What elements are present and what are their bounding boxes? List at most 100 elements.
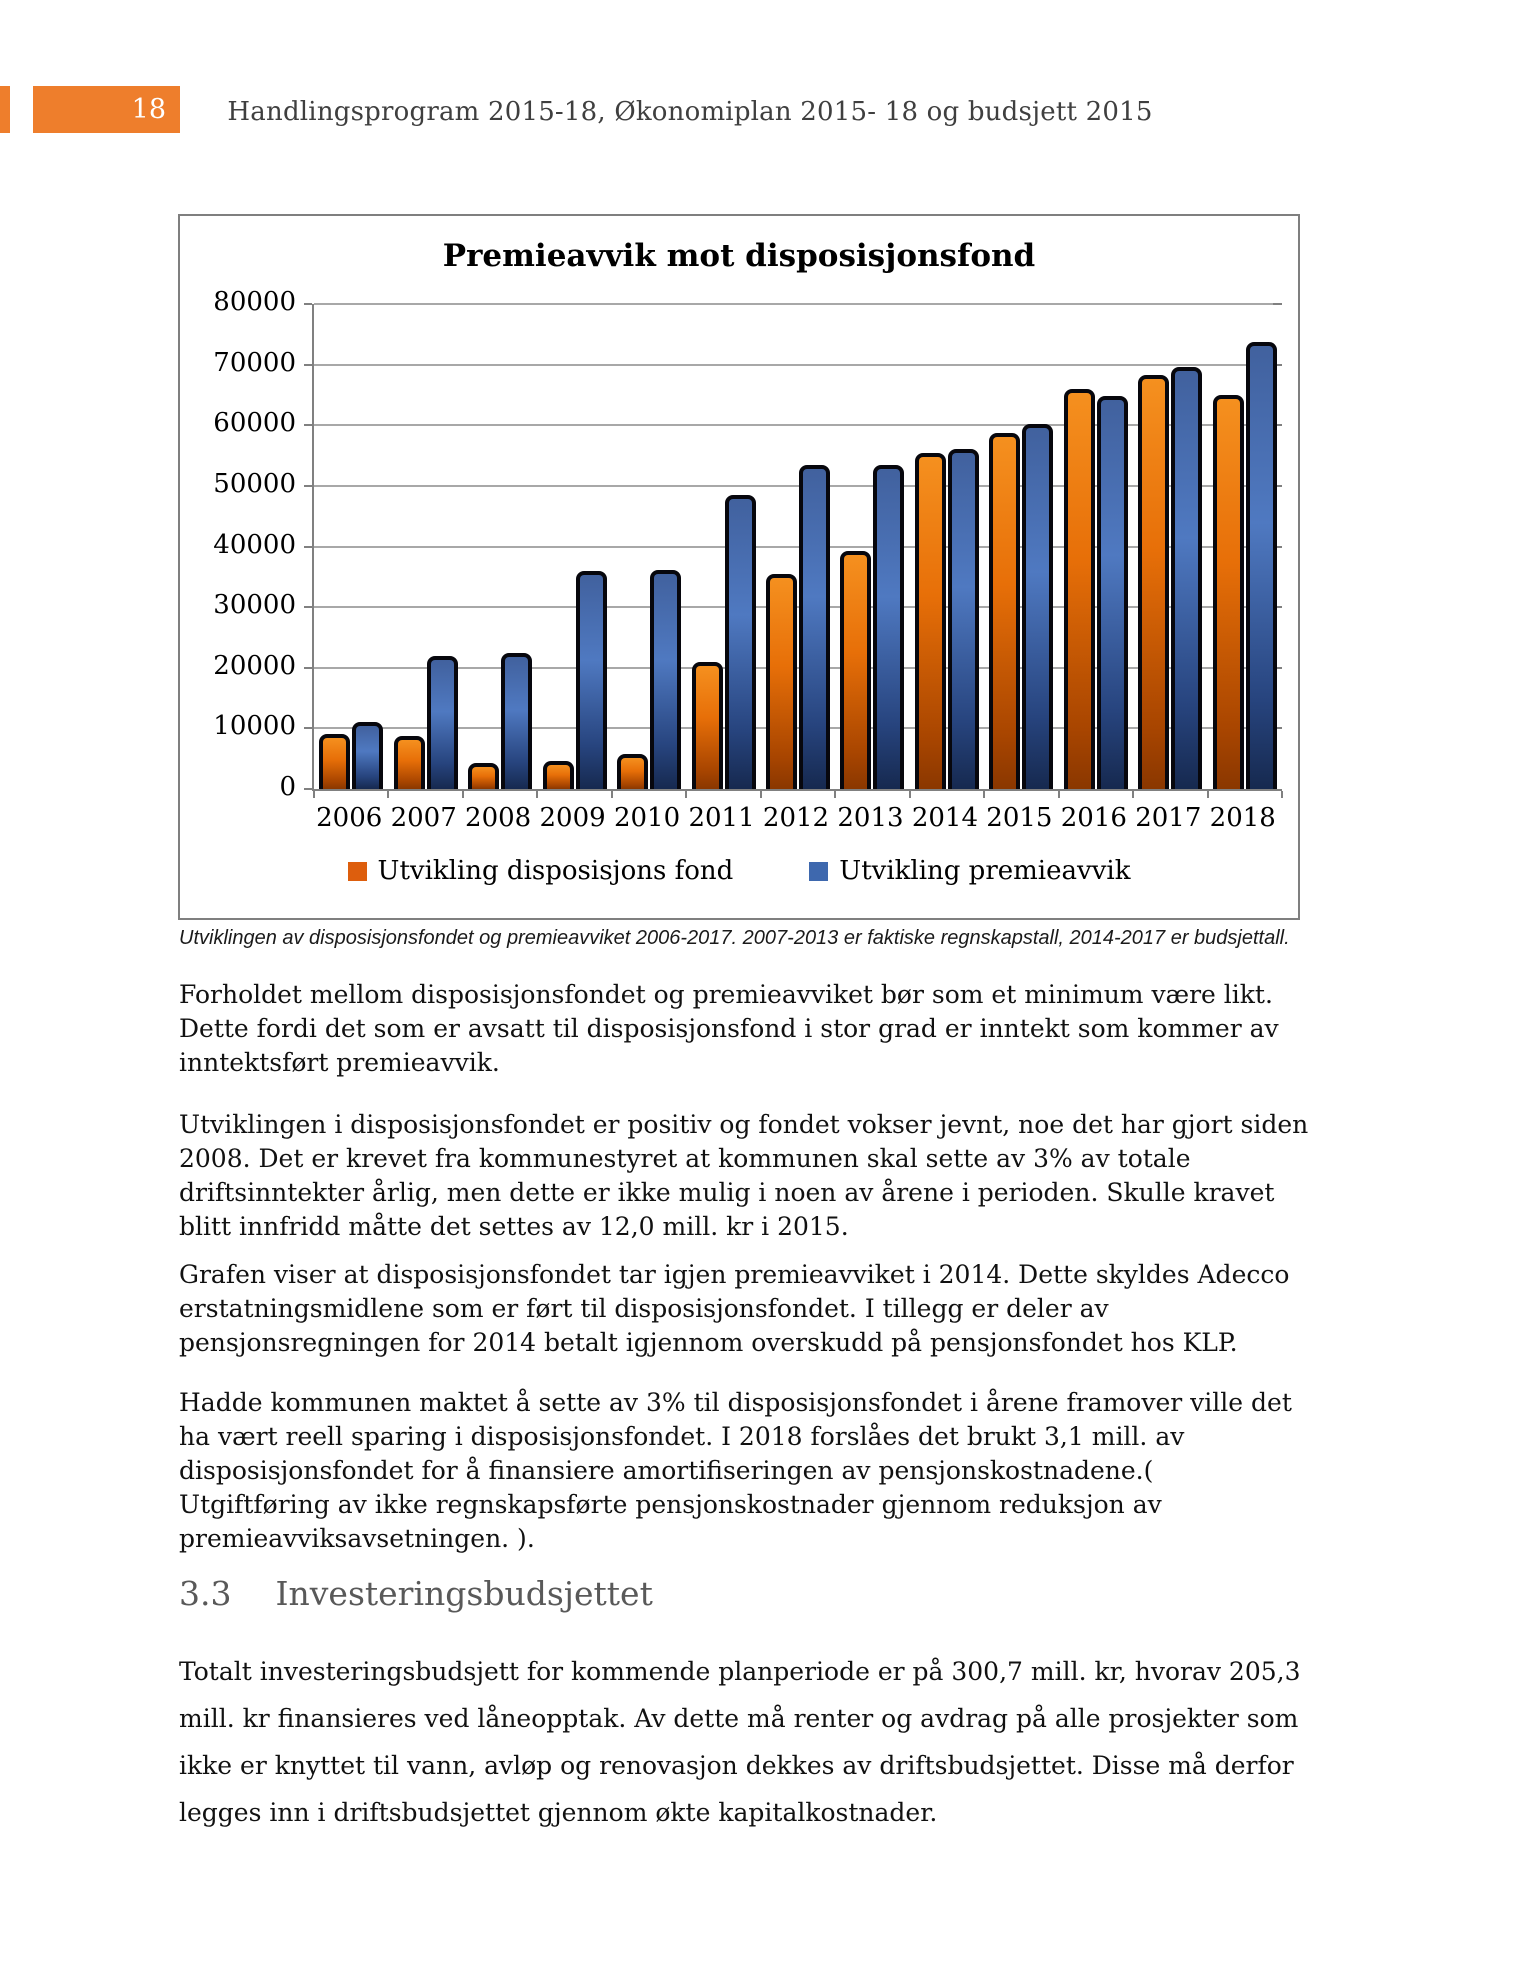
bar-disposisjonsfond-2015 bbox=[989, 433, 1020, 789]
gridline bbox=[314, 727, 1282, 730]
y-axis-tick bbox=[304, 666, 312, 669]
x-axis-tick bbox=[1206, 791, 1209, 798]
right-tick bbox=[1273, 363, 1282, 366]
x-axis-tick bbox=[387, 791, 390, 798]
right-tick bbox=[1273, 303, 1282, 305]
bar-premieavvik-2018 bbox=[1246, 342, 1277, 789]
y-axis-tick bbox=[304, 545, 312, 548]
y-axis-label: 80000 bbox=[213, 287, 296, 317]
body-paragraph-3: Grafen viser at disposisjonsfondet tar i… bbox=[179, 1260, 1290, 1357]
x-axis-label: 2015 bbox=[986, 803, 1053, 833]
y-axis-label: 10000 bbox=[213, 711, 296, 742]
y-axis-tick bbox=[304, 303, 312, 305]
y-axis-label: 60000 bbox=[213, 408, 296, 439]
gridline bbox=[314, 424, 1282, 427]
right-tick bbox=[1273, 484, 1282, 487]
right-tick bbox=[1273, 666, 1282, 669]
page-number-badge: 18 bbox=[33, 86, 180, 133]
bar-disposisjonsfond-2014 bbox=[915, 453, 946, 789]
bar-disposisjonsfond-2008 bbox=[468, 763, 499, 789]
bar-disposisjonsfond-2010 bbox=[617, 754, 648, 789]
section-heading: 3.3 Investeringsbudsjettet bbox=[179, 1574, 653, 1613]
x-axis-tick bbox=[536, 791, 539, 798]
x-axis-tick bbox=[1281, 791, 1283, 798]
right-tick bbox=[1273, 727, 1282, 730]
bar-premieavvik-2006 bbox=[352, 722, 383, 789]
bar-premieavvik-2017 bbox=[1171, 367, 1202, 789]
running-header-title: Handlingsprogram 2015-18, Økonomiplan 20… bbox=[227, 97, 1153, 127]
x-axis-tick bbox=[610, 791, 613, 798]
bar-premieavvik-2007 bbox=[427, 656, 458, 789]
x-axis-label: 2017 bbox=[1135, 803, 1202, 833]
section-title: Investeringsbudsjettet bbox=[275, 1574, 653, 1613]
chart-caption: Utviklingen av disposisjonsfondet og pre… bbox=[179, 927, 1290, 949]
x-axis-tick bbox=[983, 791, 986, 798]
legend-label: Utvikling premieavvik bbox=[839, 856, 1131, 886]
y-axis-label: 0 bbox=[279, 772, 296, 802]
body-paragraph-5: Totalt investeringsbudsjett for kommende… bbox=[179, 1657, 1301, 1827]
bar-disposisjonsfond-2007 bbox=[394, 736, 425, 789]
bar-premieavvik-2014 bbox=[948, 449, 979, 789]
x-axis-tick bbox=[834, 791, 837, 798]
bar-premieavvik-2010 bbox=[650, 570, 681, 789]
y-axis-tick bbox=[304, 606, 312, 609]
x-axis-label: 2014 bbox=[911, 803, 978, 833]
gridline bbox=[314, 303, 1282, 305]
legend-swatch-icon bbox=[809, 861, 829, 881]
bar-disposisjonsfond-2012 bbox=[766, 574, 797, 789]
body-paragraph-2: Utviklingen i disposisjonsfondet er posi… bbox=[179, 1110, 1309, 1241]
y-axis-label: 70000 bbox=[213, 347, 296, 378]
bar-premieavvik-2013 bbox=[873, 465, 904, 789]
bar-premieavvik-2011 bbox=[725, 495, 756, 789]
page-edge-accent bbox=[0, 86, 10, 133]
bar-disposisjonsfond-2018 bbox=[1213, 395, 1244, 789]
gridline bbox=[314, 484, 1282, 487]
bar-disposisjonsfond-2011 bbox=[692, 662, 723, 789]
gridline bbox=[314, 363, 1282, 366]
x-axis-label: 2007 bbox=[390, 803, 457, 833]
x-axis-label: 2010 bbox=[613, 803, 681, 833]
bar-disposisjonsfond-2017 bbox=[1138, 375, 1169, 789]
x-axis-tick bbox=[908, 791, 911, 798]
body-paragraph-4: Hadde kommunen maktet å sette av 3% til … bbox=[179, 1388, 1292, 1553]
bar-premieavvik-2008 bbox=[501, 653, 532, 789]
y-axis-label: 40000 bbox=[213, 529, 296, 560]
x-axis-label: 2008 bbox=[465, 803, 532, 833]
y-axis-tick bbox=[304, 788, 312, 790]
x-axis-tick bbox=[1132, 791, 1135, 798]
bar-disposisjonsfond-2016 bbox=[1064, 389, 1095, 789]
x-axis-tick bbox=[313, 791, 315, 798]
gridline bbox=[314, 545, 1282, 548]
legend-swatch-icon bbox=[347, 861, 367, 881]
right-tick bbox=[1273, 424, 1282, 427]
body-paragraph-1: Forholdet mellom disposisjonsfondet og p… bbox=[179, 980, 1279, 1077]
x-axis-label: 2006 bbox=[316, 803, 383, 833]
bar-premieavvik-2016 bbox=[1097, 396, 1128, 789]
chart-legend: Utvikling disposisjons fond Utvikling pre… bbox=[180, 856, 1298, 886]
x-axis-label: 2009 bbox=[539, 803, 606, 833]
bar-premieavvik-2012 bbox=[799, 465, 830, 789]
bar-disposisjonsfond-2009 bbox=[543, 761, 574, 789]
bar-disposisjonsfond-2013 bbox=[840, 551, 871, 789]
x-axis-label: 2013 bbox=[837, 803, 904, 833]
legend-item-premieavvik: Utvikling premieavvik bbox=[809, 856, 1130, 886]
x-axis-tick bbox=[685, 791, 688, 798]
x-axis-label: 2012 bbox=[762, 803, 830, 833]
gridline bbox=[314, 666, 1282, 669]
chart-figure: Premieavvik mot disposisjonsfond 0 10000 2… bbox=[178, 214, 1300, 920]
y-axis-tick bbox=[304, 484, 312, 487]
page-number: 18 bbox=[131, 94, 166, 125]
plot-area bbox=[304, 303, 1283, 798]
right-tick bbox=[1273, 606, 1282, 609]
x-axis-tick bbox=[759, 791, 762, 798]
y-axis-tick bbox=[304, 424, 312, 427]
right-tick bbox=[1273, 545, 1282, 548]
legend-label: Utvikling disposisjons fond bbox=[377, 856, 734, 886]
y-axis-label: 20000 bbox=[213, 650, 296, 681]
x-axis-tick bbox=[1057, 791, 1060, 798]
gridline bbox=[314, 606, 1282, 609]
section-number: 3.3 bbox=[179, 1574, 232, 1613]
y-axis-label: 50000 bbox=[213, 468, 296, 499]
y-axis-tick bbox=[304, 363, 312, 366]
